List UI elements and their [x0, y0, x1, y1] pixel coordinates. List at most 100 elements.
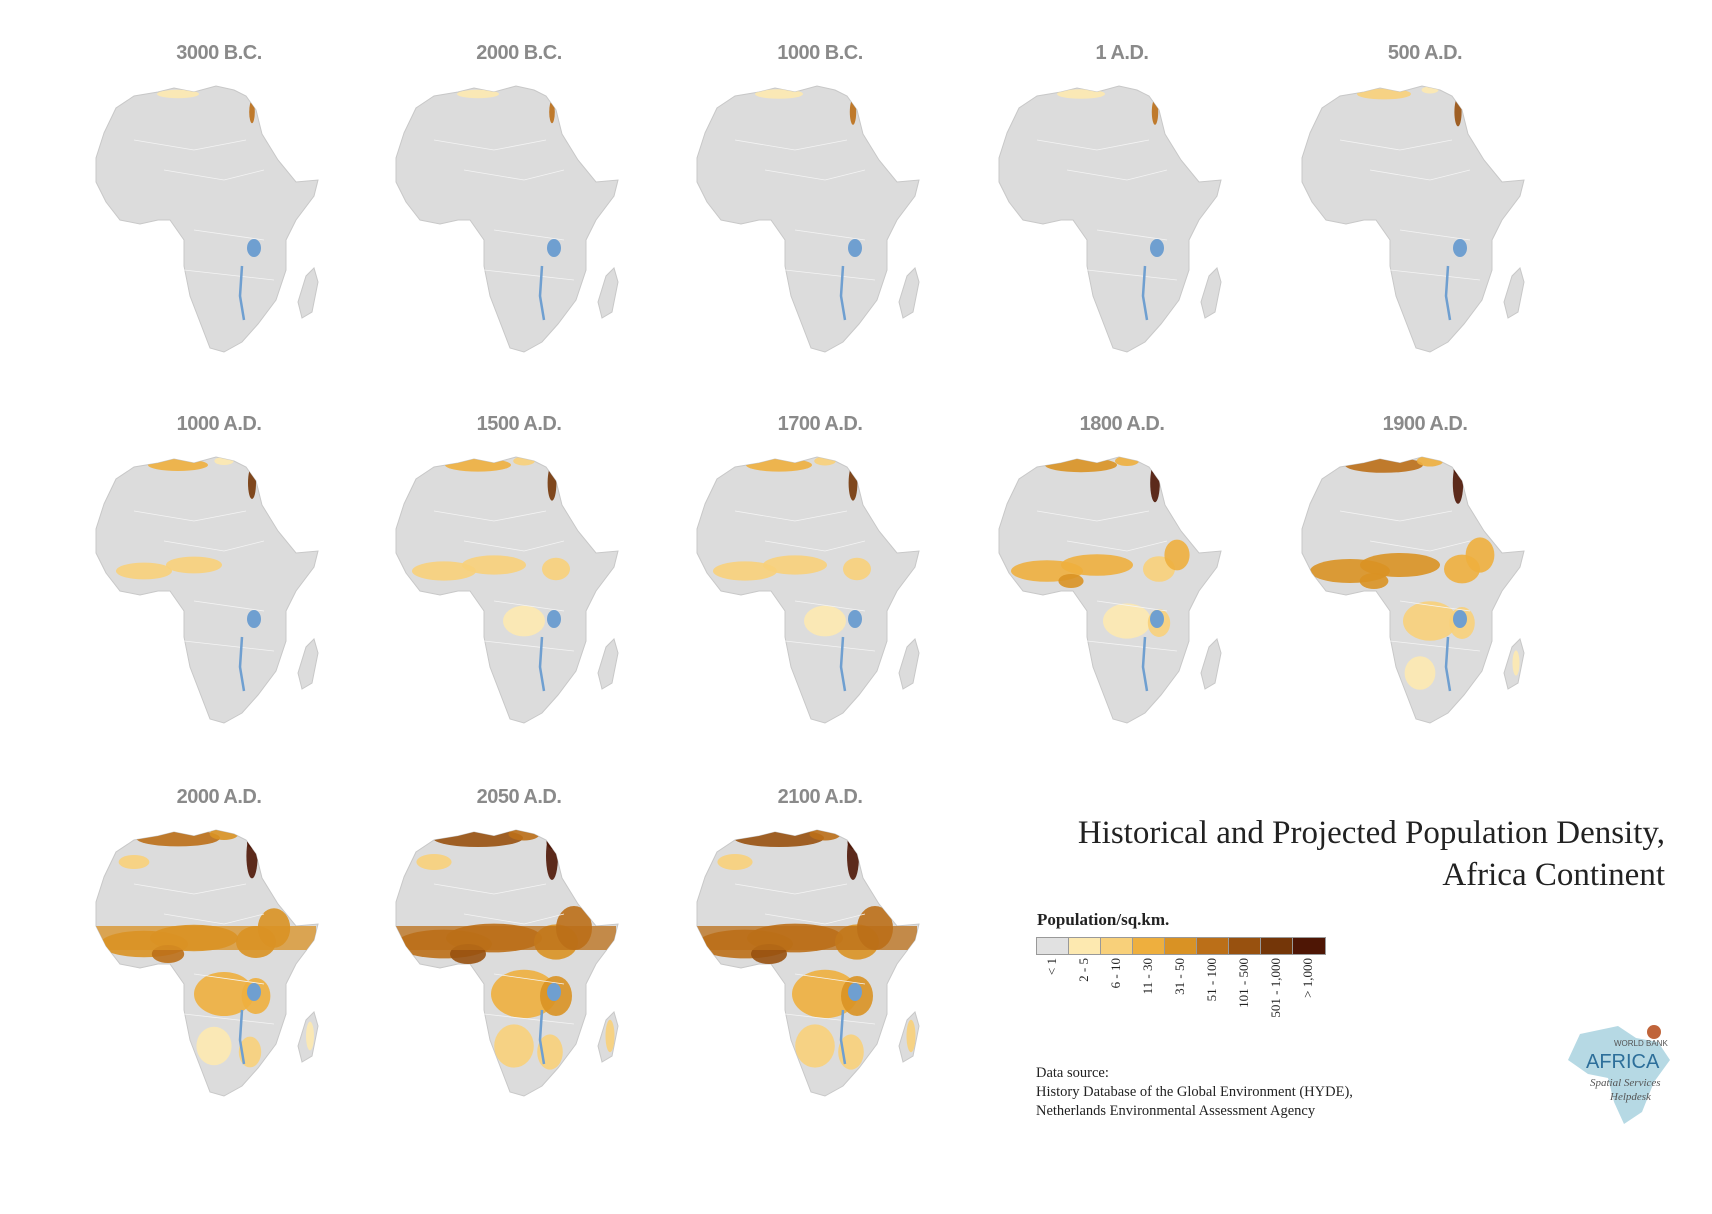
country-border — [784, 1013, 876, 1025]
country-border — [1086, 640, 1178, 652]
density-area — [763, 555, 827, 575]
legend-title: Population/sq.km. — [1037, 910, 1170, 929]
rift-lakes — [839, 1009, 847, 1065]
density-area — [814, 457, 836, 466]
density-area — [306, 1021, 314, 1051]
africa-map-3000-b-c — [95, 85, 319, 353]
density-area — [550, 94, 558, 102]
density-area — [542, 557, 570, 581]
country-border — [133, 883, 247, 895]
density-area — [462, 555, 526, 575]
density-area — [1115, 457, 1139, 466]
density-area — [1360, 553, 1440, 577]
density-area — [494, 1024, 534, 1068]
africa-map-1800-a-d — [998, 456, 1222, 724]
rift-lakes — [538, 265, 546, 321]
country-border — [133, 139, 247, 151]
country-border — [764, 540, 866, 552]
density-area — [148, 459, 208, 471]
africa-landmass — [998, 456, 1222, 724]
density-area — [194, 972, 254, 1016]
world-bank-africa-logo: WORLD BANK AFRICA Spatial Services Helpd… — [1568, 1025, 1670, 1124]
madagascar-landmass — [1503, 267, 1525, 319]
madagascar-landmass — [1200, 267, 1222, 319]
map-title: Historical and Projected Population Dens… — [1020, 812, 1665, 896]
country-border — [433, 510, 547, 522]
lake-victoria — [547, 239, 561, 257]
panel-title-1500-a-d: 1500 A.D. — [476, 413, 562, 435]
legend-swatch — [1101, 938, 1133, 954]
madagascar-landmass — [898, 638, 920, 690]
density-area — [546, 834, 562, 850]
country-border — [193, 973, 265, 985]
country-border — [163, 540, 265, 552]
country-border — [463, 169, 565, 181]
density-area — [457, 89, 499, 99]
africa-landmass — [95, 85, 319, 353]
africa-map-2050-a-d — [395, 829, 619, 1097]
country-border — [193, 600, 265, 612]
density-area — [503, 605, 545, 637]
panel-title-1000-b-c: 1000 B.C. — [777, 42, 863, 64]
density-area — [1103, 603, 1151, 639]
africa-landmass — [395, 829, 619, 1097]
legend-swatches — [1036, 937, 1326, 955]
country-border — [433, 139, 547, 151]
africa-map-1500-a-d — [395, 456, 619, 724]
density-area — [1164, 539, 1190, 571]
rift-lakes — [1141, 265, 1149, 321]
density-area — [416, 854, 452, 870]
density-area — [513, 457, 535, 466]
density-area — [847, 834, 863, 850]
legend-label: 11 - 30 — [1140, 958, 1155, 995]
country-border — [1066, 169, 1168, 181]
lake-victoria — [1150, 239, 1164, 257]
panel-title-1800-a-d: 1800 A.D. — [1079, 413, 1165, 435]
africa-map-1-a-d — [998, 85, 1222, 353]
africa-map-1900-a-d — [1301, 456, 1525, 724]
panel-title-2100-a-d: 2100 A.D. — [777, 786, 863, 808]
map-panel-2100-a-d: 2100 A.D. — [675, 786, 965, 1126]
density-area — [1512, 650, 1520, 676]
density-area — [116, 562, 172, 580]
density-area — [755, 89, 803, 99]
panel-title-1900-a-d: 1900 A.D. — [1382, 413, 1468, 435]
africa-logo-shape — [1568, 1026, 1670, 1124]
africa-landmass — [95, 829, 319, 1097]
legend-label: 6 - 10 — [1108, 958, 1123, 989]
density-area — [1061, 554, 1133, 576]
madagascar-landmass — [898, 267, 920, 319]
density-area — [1058, 574, 1084, 588]
country-border — [483, 1013, 575, 1025]
density-area — [412, 561, 476, 581]
source-database: History Database of the Global Environme… — [1036, 1084, 1353, 1100]
density-area — [792, 969, 858, 1019]
country-border — [794, 229, 866, 241]
map-panel-500-a-d: 500 A.D. — [1280, 42, 1570, 382]
country-border — [1066, 540, 1168, 552]
africa-landmass — [998, 85, 1222, 353]
lake-victoria — [848, 983, 862, 1001]
density-area — [1452, 462, 1464, 504]
rift-lakes — [238, 636, 246, 692]
density-area — [250, 94, 258, 102]
legend-label: 31 - 50 — [1172, 958, 1187, 995]
density-area — [546, 832, 558, 880]
lake-victoria — [848, 610, 862, 628]
map-panel-2000-b-c: 2000 B.C. — [374, 42, 664, 382]
density-area — [1057, 89, 1105, 99]
africa-landmass — [696, 85, 920, 353]
africa-landmass — [395, 85, 619, 353]
panel-title-2000-a-d: 2000 A.D. — [176, 786, 262, 808]
map-panel-1-a-d: 1 A.D. — [977, 42, 1267, 382]
density-layer — [396, 830, 616, 1070]
country-border — [764, 169, 866, 181]
lake-victoria — [247, 239, 261, 257]
density-layer — [1310, 457, 1520, 690]
density-area — [746, 458, 812, 472]
density-area — [1465, 537, 1495, 573]
rift-lakes — [839, 636, 847, 692]
panel-title-3000-b-c: 3000 B.C. — [176, 42, 262, 64]
map-panel-1800-a-d: 1800 A.D. — [977, 413, 1267, 753]
density-area — [196, 1026, 232, 1066]
